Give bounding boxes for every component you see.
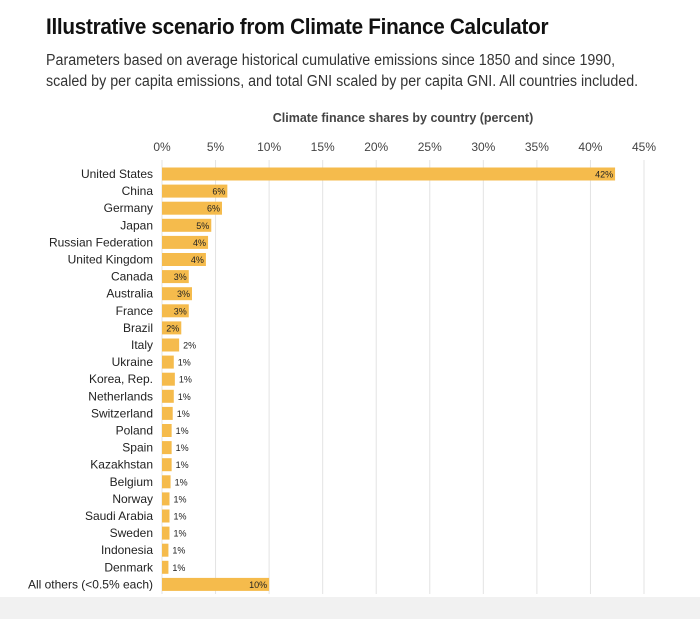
value-label: 1% <box>176 426 189 436</box>
category-label: Canada <box>111 270 153 284</box>
category-label: Poland <box>116 424 153 438</box>
bar <box>162 253 206 266</box>
value-label: 1% <box>172 546 185 556</box>
value-label: 1% <box>178 358 191 368</box>
value-label: 6% <box>212 187 225 197</box>
category-label: Korea, Rep. <box>89 372 153 386</box>
bar <box>162 389 174 403</box>
category-label: Russian Federation <box>49 235 153 249</box>
value-label: 4% <box>193 238 206 248</box>
bar <box>162 270 189 284</box>
category-label: Australia <box>106 287 153 301</box>
value-label: 1% <box>176 460 189 470</box>
category-label: Spain <box>122 441 153 455</box>
value-label: 3% <box>177 289 190 299</box>
bar <box>162 475 171 489</box>
value-label: 1% <box>172 563 185 573</box>
category-label: Sweden <box>110 526 153 540</box>
bar <box>162 287 192 301</box>
bar <box>162 441 172 455</box>
category-label: Kazakhstan <box>90 458 153 472</box>
x-tick-label: 25% <box>418 140 442 154</box>
value-label: 1% <box>173 529 186 539</box>
bar <box>162 355 174 369</box>
bar <box>162 167 616 181</box>
bar <box>162 218 212 232</box>
x-tick-label: 10% <box>257 140 281 154</box>
value-label: 2% <box>166 323 179 333</box>
value-label: 1% <box>177 409 190 419</box>
value-label: 1% <box>179 375 192 385</box>
bar <box>162 509 170 523</box>
category-label: United States <box>81 167 153 181</box>
category-label: China <box>122 184 154 198</box>
bar <box>162 321 182 335</box>
category-label: Japan <box>120 218 153 232</box>
category-label: France <box>116 304 154 318</box>
value-label: 2% <box>183 341 196 351</box>
x-tick-label: 35% <box>525 140 549 154</box>
x-tick-label: 0% <box>153 140 171 154</box>
x-tick-label: 5% <box>207 140 225 154</box>
value-label: 1% <box>173 512 186 522</box>
bar <box>162 235 209 249</box>
page-subtitle: Parameters based on average historical c… <box>46 52 639 90</box>
bar <box>162 184 228 198</box>
bar <box>162 526 170 540</box>
bar <box>162 201 222 215</box>
x-tick-label: 45% <box>632 140 656 154</box>
category-label: Italy <box>131 338 153 352</box>
value-label: 1% <box>173 494 186 504</box>
bar <box>162 458 172 472</box>
x-axis-ticks: 0% 5% 10% 15% 20% 25% 30% 35% 40% 45% <box>153 140 656 154</box>
category-label: United Kingdom <box>68 253 153 267</box>
x-tick-label: 40% <box>578 140 602 154</box>
value-label: 6% <box>207 204 220 214</box>
x-tick-label: 15% <box>311 140 335 154</box>
value-label: 1% <box>178 392 191 402</box>
value-label: 10% <box>249 580 267 590</box>
value-label: 1% <box>175 477 188 487</box>
category-label: All others (<0.5% each) <box>28 577 153 591</box>
category-label: Saudi Arabia <box>85 509 153 523</box>
value-labels: 42% 6% 6% 5% 4% 4% 3% 3% 3% 2% 2% 1% 1% 1% 1% 1% 1% 1% 1% 1… <box>166 170 613 590</box>
category-labels: United States China Germany Japan Russian Fe… <box>28 167 154 591</box>
bar <box>162 424 172 437</box>
bar <box>162 372 175 386</box>
value-label: 3% <box>174 306 187 316</box>
value-label: 3% <box>174 272 187 282</box>
bar <box>162 304 189 318</box>
category-label: Switzerland <box>91 406 153 420</box>
bar <box>162 577 270 591</box>
bars <box>162 167 616 591</box>
page-title: Illustrative scenario from Climate Finan… <box>46 14 549 39</box>
bar <box>162 543 169 557</box>
category-label: Indonesia <box>101 543 153 557</box>
value-label: 1% <box>176 443 189 453</box>
gridlines <box>161 160 645 594</box>
value-label: 42% <box>595 170 613 180</box>
bar <box>162 492 170 506</box>
category-label: Netherlands <box>88 389 153 403</box>
category-label: Norway <box>112 492 153 506</box>
value-label: 5% <box>196 221 209 231</box>
bar <box>162 406 173 420</box>
bar-chart: 0% 5% 10% 15% 20% 25% 30% 35% 40% 45% United Stat… <box>28 140 656 594</box>
footer-band <box>0 597 700 619</box>
x-tick-label: 30% <box>471 140 495 154</box>
category-label: Denmark <box>104 560 154 574</box>
bar <box>162 338 180 352</box>
x-tick-label: 20% <box>364 140 388 154</box>
bar <box>162 560 169 574</box>
value-label: 4% <box>191 255 204 265</box>
category-label: Brazil <box>123 321 153 335</box>
chart-title: Climate finance shares by country (perce… <box>272 111 534 125</box>
category-label: Ukraine <box>112 355 154 369</box>
category-label: Belgium <box>110 475 153 489</box>
category-label: Germany <box>104 201 153 215</box>
